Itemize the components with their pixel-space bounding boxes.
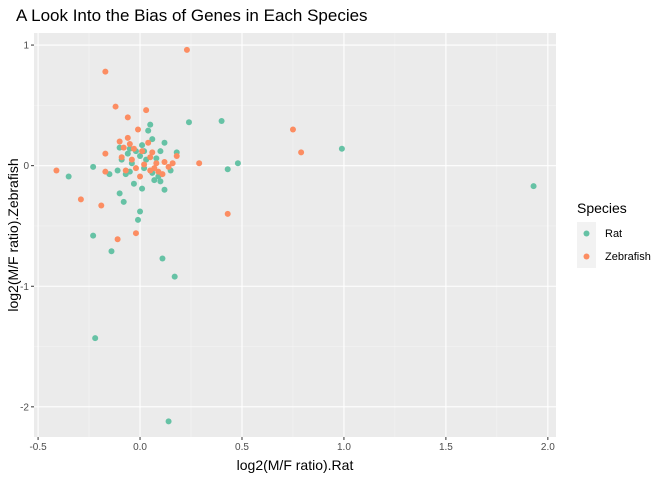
zebrafish-point [298,149,305,156]
zebrafish-point [122,167,129,174]
legend: Species Rat Zebrafish [577,200,651,268]
x-tick-label: 1.5 [439,442,453,453]
zebrafish-point [169,160,176,167]
zebrafish-point [145,139,152,146]
rat-point [153,155,160,162]
zebrafish-point [98,202,105,209]
zebrafish-point [159,171,166,178]
zebrafish-point [289,126,296,133]
rat-point [161,139,168,146]
zebrafish-point [118,154,125,161]
y-tick-label: -1 [20,282,29,293]
rat-point [114,167,121,174]
rat-point [149,136,156,143]
chart-title: A Look Into the Bias of Genes in Each Sp… [16,6,368,25]
zebrafish-point [165,163,172,170]
zebrafish-point [196,160,203,167]
zebrafish-point [77,196,84,203]
zebrafish-point [53,167,60,174]
y-tick-label: 0 [23,161,29,172]
rat-point [159,255,166,262]
rat-point [145,127,152,134]
rat-point [90,232,97,239]
rat-point [137,208,144,215]
zebrafish-point [183,46,190,53]
zebrafish-point [124,134,131,141]
rat-point [165,418,172,425]
rat-point [234,160,241,167]
zebrafish-point [126,140,133,147]
zebrafish-point [102,150,109,157]
zebrafish-point [139,148,146,155]
rat-point [147,121,154,128]
x-tick-label: 0.5 [235,442,249,453]
rat-point [139,185,146,192]
zebrafish-point [161,159,168,166]
rat-point [171,273,178,280]
rat-point [116,190,123,197]
rat-point [92,335,99,342]
zebrafish-point [147,154,154,161]
zebrafish-point [132,165,139,172]
y-axis-title: log2(M/F ratio).Zebrafish [5,158,21,311]
zebrafish-point [102,168,109,175]
rat-point [151,177,158,184]
rat-point [139,142,146,149]
legend-swatch-rat [583,230,590,237]
zebrafish-point [120,144,127,151]
y-tick-label: -2 [20,402,29,413]
x-axis-title: log2(M/F ratio).Rat [237,457,354,473]
zebrafish-point [134,126,141,133]
rat-point [120,198,127,205]
legend-label-rat: Rat [605,228,622,240]
rat-point [157,178,164,185]
x-tick-label: 2.0 [541,442,555,453]
zebrafish-point [132,230,139,237]
zebrafish-point [143,107,150,114]
rat-point [124,150,131,157]
rat-point [530,183,537,190]
zebrafish-point [114,236,121,243]
x-tick-label: 1.0 [337,442,351,453]
zebrafish-point [128,156,135,163]
x-axis-ticks: -0.5 0.0 0.5 1.0 1.5 2.0 [29,437,555,453]
x-tick-label: 0.0 [133,442,147,453]
y-tick-label: 1 [23,41,29,52]
rat-point [218,118,225,125]
rat-point [137,153,144,160]
rat-point [90,163,97,170]
zebrafish-point [224,210,231,217]
rat-point [161,186,168,193]
zebrafish-point [141,161,148,168]
legend-swatch-zebrafish [583,253,590,260]
zebrafish-point [124,114,131,121]
zebrafish-point [151,165,158,172]
legend-title: Species [577,200,627,216]
zebrafish-point [153,160,160,167]
gridlines [34,33,556,437]
rat-point [130,180,137,187]
rat-point [157,148,164,155]
plot-panel [34,33,556,437]
rat-point [108,248,115,255]
zebrafish-point [102,68,109,75]
data-points [53,46,537,425]
rat-point [185,119,192,126]
legend-label-zebrafish: Zebrafish [605,251,651,263]
zebrafish-point [149,149,156,156]
rat-point [65,173,72,180]
zebrafish-point [112,103,119,110]
rat-point [224,166,231,173]
x-tick-label: -0.5 [29,442,47,453]
rat-point [338,145,345,152]
zebrafish-point [130,145,137,152]
zebrafish-point [116,138,123,145]
zebrafish-point [173,153,180,160]
rat-point [134,216,141,223]
y-axis-ticks: -2 -1 0 1 [20,41,34,413]
zebrafish-point [137,173,144,180]
